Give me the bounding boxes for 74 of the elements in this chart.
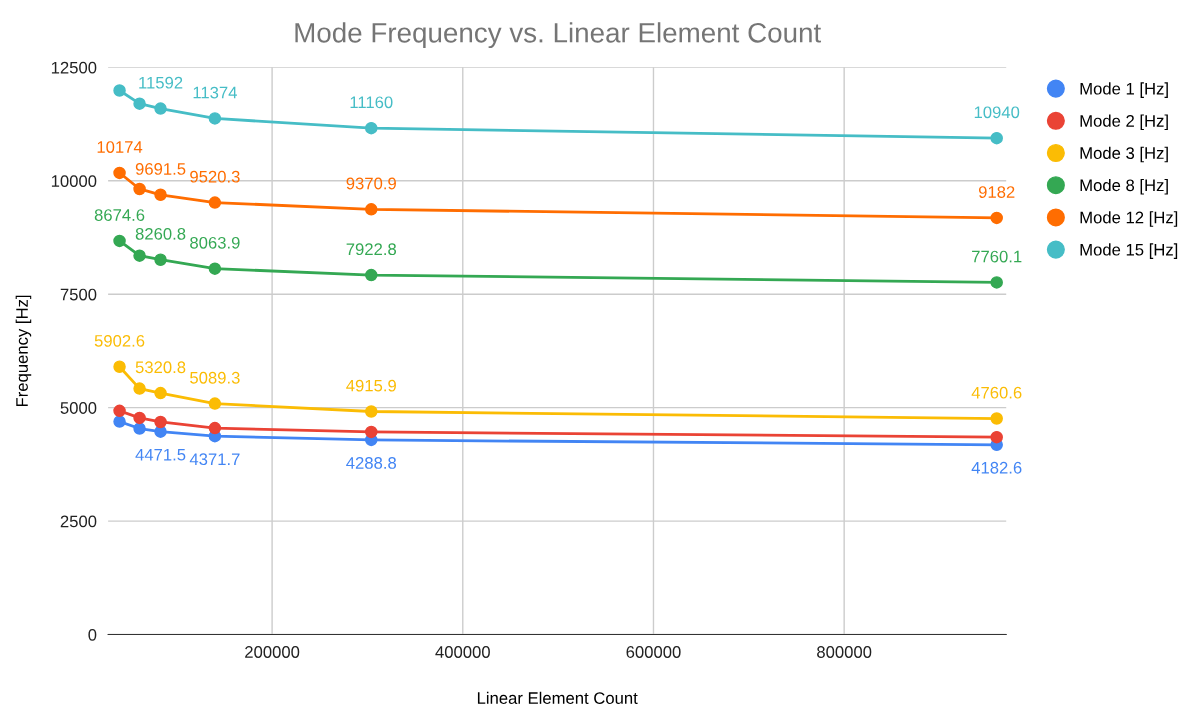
y-tick-label: 10000	[51, 175, 97, 187]
data-label: 9520.3	[190, 170, 240, 183]
data-label: 7760.1	[972, 250, 1022, 263]
legend-label: Mode 2 [Hz]	[1080, 114, 1168, 131]
legend-label: Mode 12 [Hz]	[1080, 211, 1178, 227]
point	[365, 425, 378, 439]
data-label: 4288.8	[346, 457, 397, 469]
y-tick-label: 12500	[51, 61, 97, 74]
y-tick-label: 2500	[60, 515, 97, 528]
x-tick-label: 800000	[817, 646, 872, 658]
point	[208, 262, 222, 275]
point	[133, 182, 146, 196]
data-label: 8674.6	[94, 209, 145, 221]
x-axis-title: Linear Element Count	[477, 691, 638, 704]
x-tick-label: 600000	[626, 646, 681, 658]
point	[990, 276, 1003, 289]
data-label: 5320.8	[135, 361, 186, 374]
data-label: 9691.5	[135, 163, 186, 175]
point	[113, 166, 126, 180]
point	[208, 112, 222, 125]
point	[365, 121, 378, 135]
chart-title: Mode Frequency vs. Linear Element Count	[295, 22, 822, 49]
point	[154, 102, 167, 115]
point	[990, 430, 1003, 444]
point	[113, 404, 126, 418]
legend-label: Mode 8 [Hz]	[1080, 178, 1168, 195]
point	[208, 397, 222, 410]
point	[113, 360, 126, 373]
point	[990, 412, 1003, 425]
data-label: 10940	[974, 106, 1020, 119]
point	[365, 268, 378, 282]
data-label: 4471.5	[135, 448, 186, 461]
point	[133, 422, 146, 435]
data-label: 8063.9	[190, 236, 240, 249]
data-label: 4760.6	[971, 386, 1022, 399]
data-label: 9182	[978, 186, 1015, 198]
point	[208, 196, 222, 209]
data-label: 4371.7	[189, 453, 240, 466]
legend-label: Mode 3 [Hz]	[1080, 146, 1168, 163]
point	[365, 203, 378, 216]
point	[113, 84, 126, 97]
data-label: 11160	[350, 96, 393, 109]
legend-label: Mode 15 [Hz]	[1080, 243, 1178, 259]
data-label: 4915.9	[346, 379, 396, 392]
data-label: 7922.8	[346, 243, 397, 256]
data-label: 11374	[193, 86, 237, 99]
legend-label: Mode 1 [Hz]	[1080, 82, 1168, 98]
data-label: 9370.9	[346, 177, 396, 190]
x-tick-label: 200000	[245, 646, 300, 658]
data-label: 8260.8	[135, 227, 186, 240]
point	[365, 405, 378, 418]
data-label: 10174	[97, 141, 143, 153]
point	[133, 249, 146, 262]
y-tick-label: 5000	[60, 402, 97, 414]
point	[133, 382, 146, 395]
y-tick-label: 7500	[60, 288, 97, 301]
point	[113, 234, 126, 248]
point	[154, 415, 167, 429]
data-label: 11592	[139, 76, 183, 89]
data-label: 4182.6	[971, 461, 1022, 474]
y-axis-title: Frequency [Hz]	[15, 295, 32, 407]
point	[208, 421, 222, 435]
point	[154, 386, 167, 400]
point	[990, 211, 1003, 225]
x-tick-label: 400000	[435, 646, 490, 658]
data-label: 5089.3	[190, 371, 240, 384]
data-label: 5902.6	[94, 334, 145, 347]
point	[133, 97, 146, 110]
point	[154, 188, 167, 202]
y-tick-label: 0	[88, 628, 97, 641]
point	[990, 131, 1003, 145]
point	[113, 415, 126, 428]
point	[133, 411, 146, 425]
point	[154, 253, 167, 266]
